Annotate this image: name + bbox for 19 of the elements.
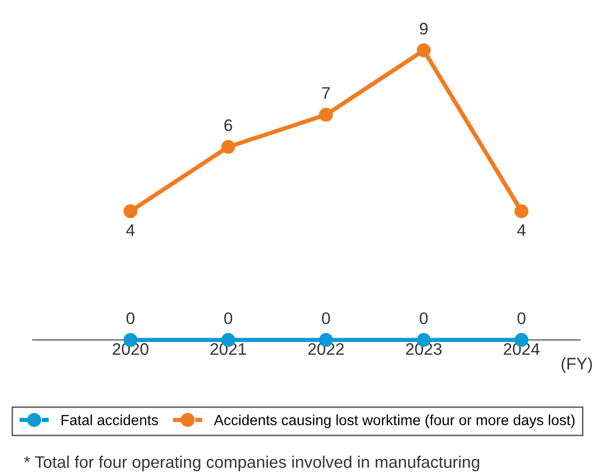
data-label: 0 — [420, 312, 428, 324]
data-label: 7 — [322, 87, 330, 99]
data-label: 4 — [126, 224, 135, 236]
data-label: 0 — [517, 312, 526, 324]
data-label: 6 — [224, 119, 232, 132]
data-label: 0 — [322, 312, 330, 324]
point — [514, 204, 528, 218]
data-label: 9 — [420, 22, 428, 35]
legend-label: Fatal accidents — [62, 414, 158, 426]
data-label: 0 — [224, 312, 232, 324]
data-label: 0 — [126, 312, 134, 324]
point — [319, 108, 333, 122]
point — [221, 140, 236, 154]
point — [124, 204, 138, 218]
text: * Total for four operating companies involved in manufacturing — [24, 456, 480, 472]
point — [416, 43, 431, 58]
x-axis-title: (FY) — [562, 357, 592, 373]
data-label: 4 — [517, 224, 526, 236]
legend-label: Accidents causing lost worktime (four or more days lost) — [214, 414, 575, 428]
